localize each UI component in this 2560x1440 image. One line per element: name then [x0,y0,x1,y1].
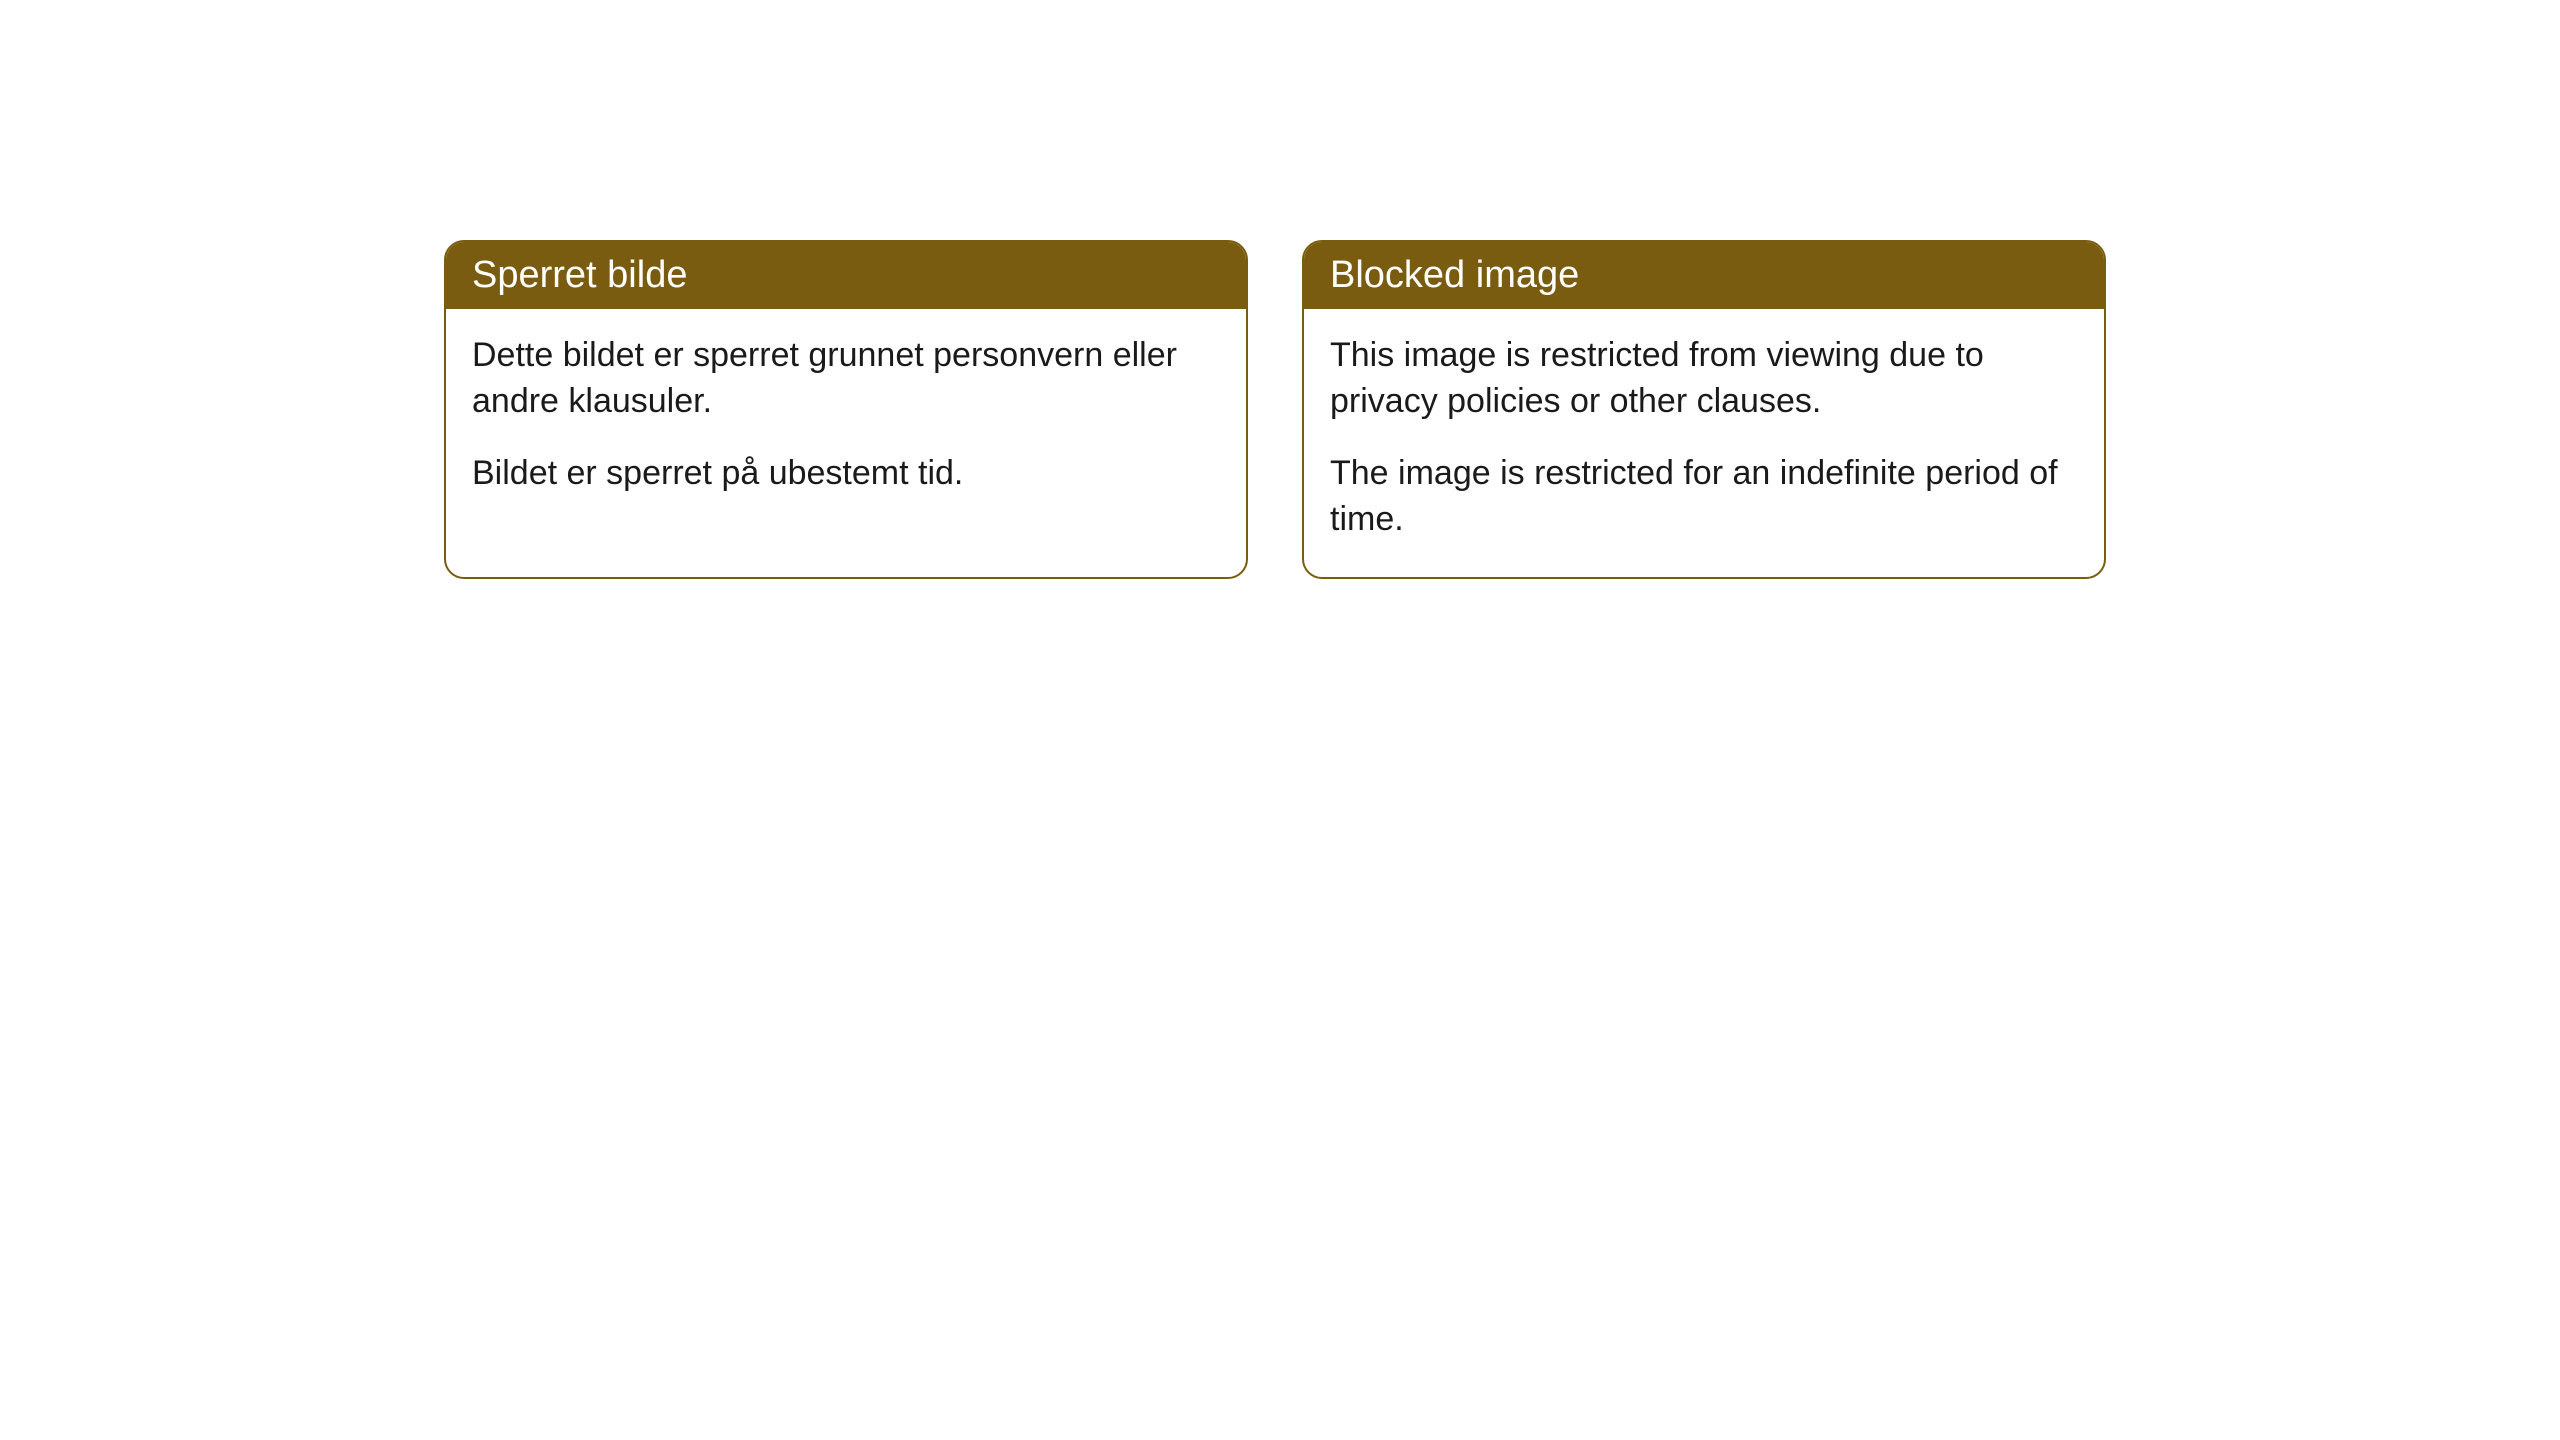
notice-cards-container: Sperret bilde Dette bildet er sperret gr… [444,240,2106,579]
card-paragraph: The image is restricted for an indefinit… [1330,451,2078,543]
card-body: Dette bildet er sperret grunnet personve… [446,309,1246,531]
card-header: Sperret bilde [446,242,1246,309]
card-paragraph: This image is restricted from viewing du… [1330,333,2078,425]
card-paragraph: Dette bildet er sperret grunnet personve… [472,333,1220,425]
card-header: Blocked image [1304,242,2104,309]
notice-card-english: Blocked image This image is restricted f… [1302,240,2106,579]
card-title: Sperret bilde [472,254,687,296]
notice-card-norwegian: Sperret bilde Dette bildet er sperret gr… [444,240,1248,579]
card-body: This image is restricted from viewing du… [1304,309,2104,577]
card-title: Blocked image [1330,254,1579,296]
card-paragraph: Bildet er sperret på ubestemt tid. [472,451,1220,497]
